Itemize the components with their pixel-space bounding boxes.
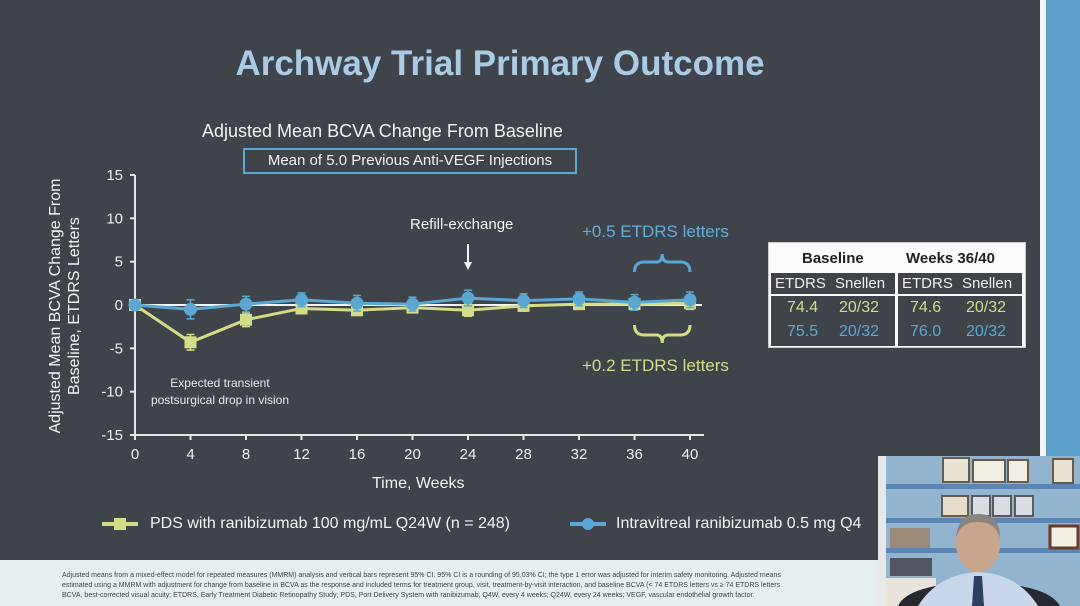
- subheader-snellen: Snellen: [962, 275, 1013, 292]
- pds-data-point: [240, 313, 252, 326]
- table-body-baseline: 74.4 20/32 75.5 20/32: [771, 296, 895, 346]
- ivr-data-point: [572, 292, 586, 306]
- pds-data-point: [462, 304, 474, 317]
- x-tick-label: 12: [293, 446, 310, 463]
- y-axis-label: Adjusted Mean BCVA Change From Baseline,…: [46, 146, 84, 466]
- transient-drop-annotation: Expected transient postsurgical drop in …: [140, 375, 300, 409]
- legend-ivr: Intravitreal ranibizumab 0.5 mg Q4: [616, 515, 862, 532]
- pds-week-snellen: 20/32: [966, 299, 1007, 316]
- bcva-chart: 15 10 5 0 -5 -10 -15 0 4 8 12 16 20 24 28 32 36 40: [101, 167, 704, 463]
- footnote-text: Adjusted means from a mixed-effect model…: [62, 571, 878, 601]
- x-tick-label: 8: [242, 446, 250, 463]
- y-tick-label: 10: [106, 210, 123, 227]
- ivr-data-point: [350, 296, 364, 310]
- y-tick-label: 5: [115, 254, 123, 271]
- y-tick-label: 15: [106, 167, 123, 184]
- transient-line-1: Expected transient: [170, 376, 270, 390]
- pds-brace: [633, 324, 692, 344]
- x-tick-label: 28: [515, 446, 532, 463]
- pds-data-point: [184, 336, 197, 349]
- x-tick-label: 36: [626, 446, 643, 463]
- transient-line-2: postsurgical drop in vision: [150, 393, 290, 407]
- slide-side-accent: [1046, 0, 1080, 456]
- refill-arrow-head: [464, 262, 472, 270]
- x-tick-label: 16: [349, 446, 366, 463]
- ivr-data-point: [128, 298, 142, 312]
- slide-border: [1040, 0, 1046, 456]
- ivr-data-point: [461, 291, 475, 305]
- footnote-line-3: BCVA, best-corrected visual acuity; ETDR…: [62, 592, 755, 599]
- ivr-data-point: [517, 294, 530, 308]
- refill-exchange-label: Refill-exchange: [410, 216, 514, 233]
- ivr-data-point: [295, 293, 308, 307]
- x-tick-label: 0: [131, 446, 139, 463]
- footnote-line-1: Adjusted means from a mixed-effect model…: [62, 572, 781, 579]
- pds-delta-label: +0.2 ETDRS letters: [582, 356, 729, 375]
- ivr-brace: [633, 253, 692, 273]
- y-axis-label-text: Adjusted Mean BCVA Change From Baseline,…: [47, 178, 83, 434]
- table-header-weeks: Weeks 36/40: [906, 250, 995, 267]
- x-axis-label: Time, Weeks: [372, 475, 465, 492]
- injection-note-box: Mean of 5.0 Previous Anti-VEGF Injection…: [243, 148, 577, 174]
- x-tick-label: 40: [682, 446, 699, 463]
- table-subheader-baseline: ETDRS Snellen: [771, 273, 895, 294]
- pds-baseline-snellen: 20/32: [839, 299, 880, 316]
- presenter-video-feed: [878, 456, 1080, 606]
- table-header-baseline: Baseline: [802, 250, 864, 267]
- y-tick-label: -5: [110, 340, 123, 357]
- ivr-data-point: [683, 293, 697, 307]
- subheader-etdrs: ETDRS: [902, 275, 953, 292]
- y-tick-label: -15: [101, 427, 123, 444]
- ivr-baseline-etdrs: 75.5: [787, 323, 819, 340]
- ivr-data-point: [628, 295, 641, 309]
- footnote-bar: [0, 560, 1040, 606]
- table-subheader-weeks: ETDRS Snellen: [898, 273, 1022, 294]
- subheader-snellen: Snellen: [835, 275, 886, 292]
- ivr-week-snellen: 20/32: [966, 323, 1007, 340]
- x-tick-label: 24: [460, 446, 477, 463]
- table-body-weeks: 74.6 20/32 76.0 20/32: [898, 296, 1022, 346]
- chart-title: Adjusted Mean BCVA Change From Baseline: [202, 121, 563, 141]
- x-tick-label: 4: [186, 446, 194, 463]
- legend-pds-marker-icon: [102, 518, 138, 530]
- y-tick-label: 0: [115, 297, 123, 314]
- y-tick-label: -10: [101, 384, 123, 401]
- legend-pds: PDS with ranibizumab 100 mg/mL Q24W (n =…: [150, 515, 511, 532]
- footnote-line-2: estimated using a MMRM with adjustment f…: [62, 582, 781, 589]
- ivr-baseline-snellen: 20/32: [839, 323, 880, 340]
- subheader-etdrs: ETDRS: [775, 275, 826, 292]
- ivr-week-etdrs: 76.0: [910, 323, 942, 340]
- legend-ivr-marker-icon: [570, 518, 606, 530]
- ivr-data-point: [184, 302, 197, 316]
- pds-week-etdrs: 74.6: [910, 299, 942, 316]
- ivr-delta-label: +0.5 ETDRS letters: [582, 222, 729, 241]
- presenter-webcam: [878, 456, 1080, 606]
- ivr-data-point: [239, 297, 253, 311]
- ivr-data-point: [406, 297, 419, 311]
- x-tick-label: 32: [571, 446, 588, 463]
- pds-baseline-etdrs: 74.4: [787, 299, 819, 316]
- x-tick-label: 20: [404, 446, 421, 463]
- slide-title: Archway Trial Primary Outcome: [235, 44, 765, 83]
